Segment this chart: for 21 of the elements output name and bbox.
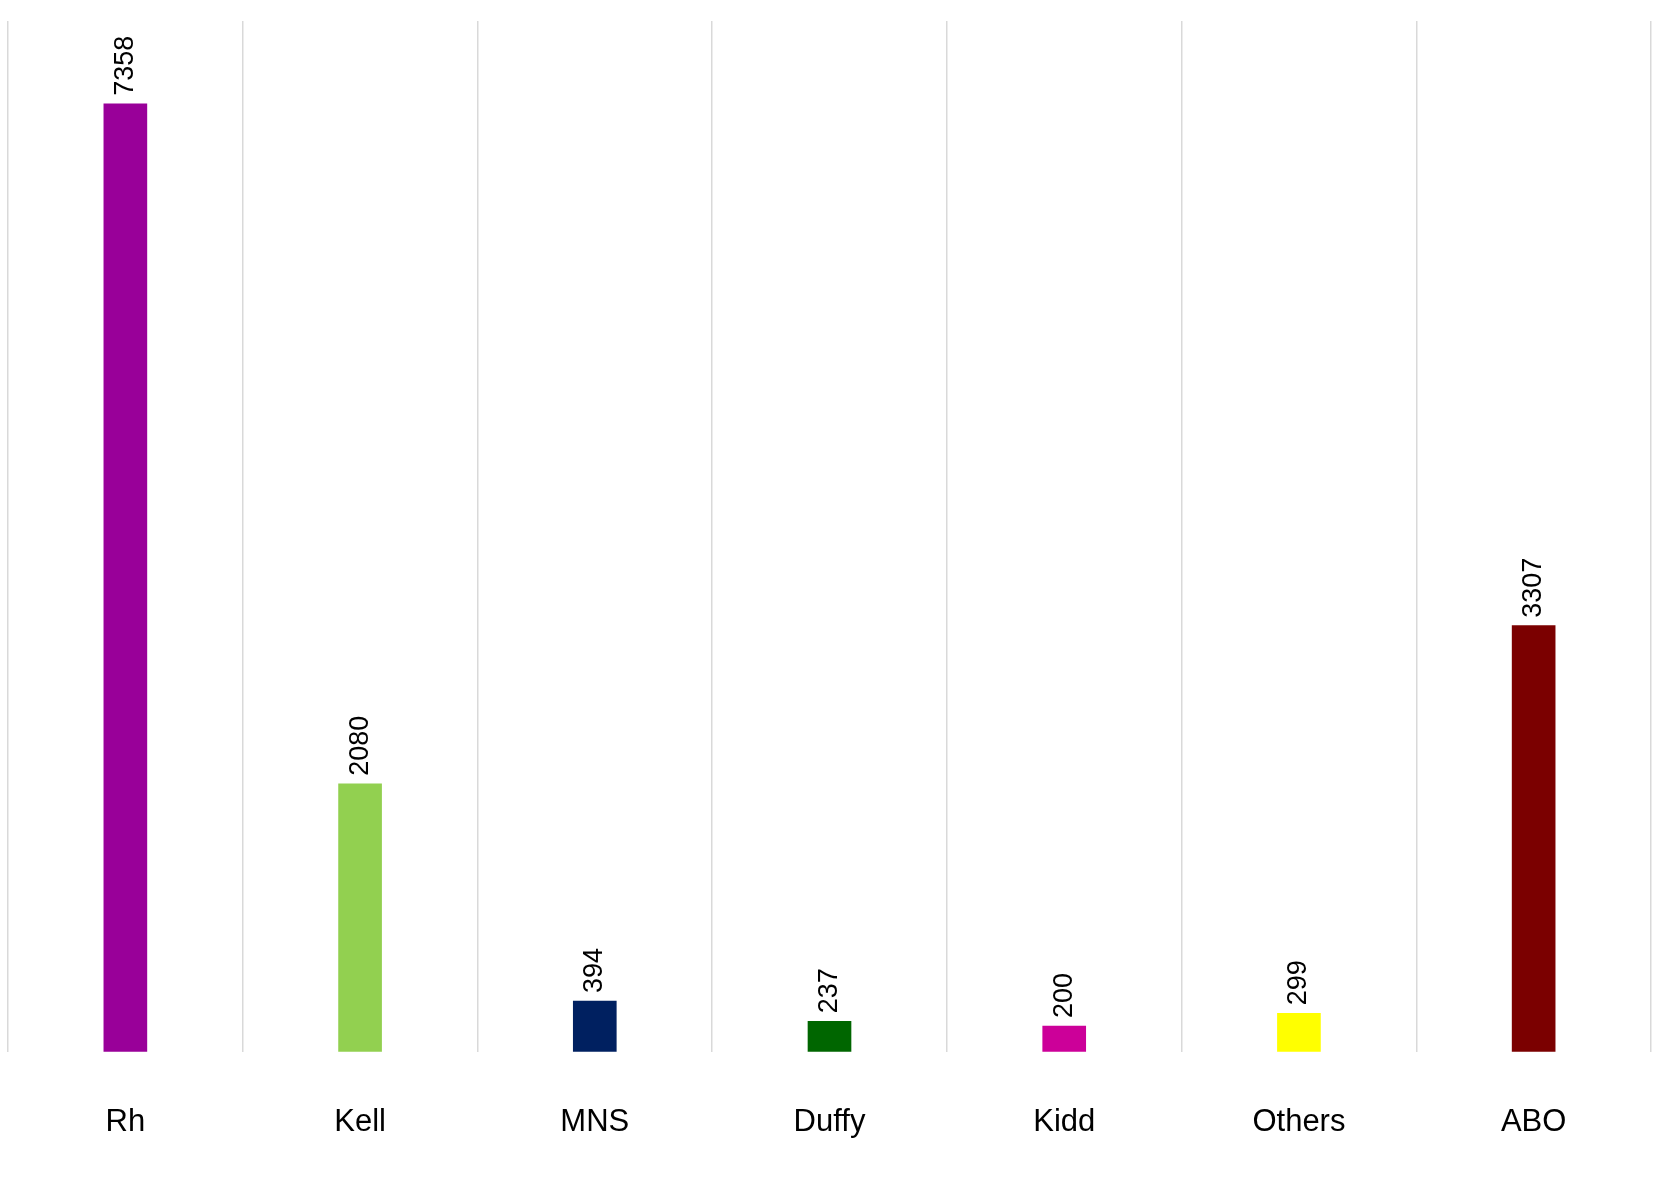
data-label: 2080 — [343, 715, 374, 776]
bar — [572, 1000, 617, 1052]
bar — [1511, 625, 1556, 1052]
x-tick-label: MNS — [560, 1102, 630, 1138]
bar — [1042, 1025, 1087, 1052]
data-label: 299 — [1282, 960, 1313, 1006]
bar — [103, 103, 148, 1052]
x-tick-label: Others — [1252, 1102, 1346, 1138]
bar — [338, 783, 382, 1052]
data-label: 7358 — [108, 35, 139, 96]
data-label: 394 — [578, 947, 609, 994]
x-tick-label: Duffy — [793, 1102, 866, 1138]
data-label: 237 — [812, 968, 843, 1014]
data-label: 200 — [1047, 972, 1078, 1019]
x-tick-label: Kell — [334, 1102, 386, 1138]
x-tick-label: ABO — [1500, 1102, 1567, 1138]
x-tick-label: Rh — [105, 1102, 146, 1138]
bar — [807, 1020, 852, 1052]
x-tick-label: Kidd — [1033, 1102, 1096, 1138]
bar — [1277, 1012, 1321, 1052]
data-label: 3307 — [1517, 557, 1548, 618]
